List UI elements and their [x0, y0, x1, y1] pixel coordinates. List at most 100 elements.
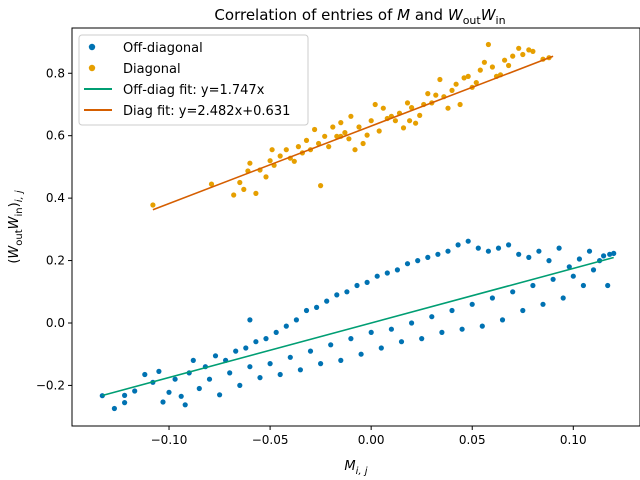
off-diagonal-point: [435, 251, 441, 257]
diagonal-point: [208, 181, 215, 187]
off-diagonal-point: [257, 375, 263, 381]
off-diagonal-point: [429, 314, 435, 320]
diagonal-point: [477, 67, 483, 73]
legend-label: Diag fit: y=2.482x+0.631: [123, 104, 290, 119]
off-diagonal-point: [499, 317, 506, 323]
off-diagonal-point: [590, 267, 597, 273]
diagonal-point: [372, 101, 378, 108]
off-diagonal-point: [439, 329, 445, 335]
off-diagonal-point: [182, 402, 188, 408]
legend-box: [78, 34, 309, 126]
diagonal-point: [400, 125, 407, 131]
off-diagonal-point: [378, 345, 384, 351]
off-diagonal-point: [277, 371, 283, 378]
off-diagonal-point: [122, 392, 128, 398]
off-diagonal-point: [237, 382, 243, 388]
diagonal-point: [481, 59, 487, 65]
chart-title: Correlation of entries of M and WoutWin: [214, 6, 505, 27]
off-diagonal-point: [495, 245, 502, 251]
x-tick-label: 0.05: [459, 433, 486, 447]
off-diagonal-point: [546, 258, 552, 264]
off-diagonal-point: [178, 393, 184, 399]
y-tick-label: 0.8: [46, 66, 65, 80]
off-diagonal-point: [111, 405, 117, 412]
legend-marker: [88, 43, 96, 51]
off-diagonal-point: [419, 336, 425, 342]
off-diagonal-point: [576, 256, 583, 262]
diagonal-point: [303, 137, 310, 143]
diagonal-point: [433, 92, 439, 98]
off-diagonal-point: [550, 276, 556, 282]
off-diagonal-point: [196, 385, 202, 392]
off-diagonal-point: [227, 370, 233, 376]
off-diagonal-point: [358, 351, 364, 357]
off-diagonal-point: [506, 242, 512, 248]
x-tick-label: 0.00: [358, 433, 385, 447]
diagonal-point: [473, 80, 479, 86]
y-tick-label: 0.2: [46, 254, 65, 268]
off-diagonal-point: [190, 357, 196, 363]
diagonal-point: [277, 153, 283, 159]
x-tick-label: −0.05: [252, 433, 289, 447]
legend-marker: [88, 64, 96, 72]
off-diagonal-point: [455, 242, 461, 248]
off-diagonal-point: [243, 345, 249, 351]
y-axis-label: (WoutWin)i, j: [7, 190, 25, 264]
off-diagonal-point: [297, 367, 303, 373]
off-diagonal-point: [247, 317, 253, 323]
off-diagonal-point: [425, 254, 431, 260]
diagonal-point: [530, 48, 536, 55]
off-diagonal-point: [166, 389, 172, 395]
diagonal-point: [506, 62, 512, 69]
off-diagonal-point: [293, 317, 299, 323]
diagonal-point: [241, 186, 247, 192]
plot-area: [71, 27, 640, 427]
diagonal-point: [150, 202, 156, 208]
x-axis-label: Mi, j: [344, 459, 367, 477]
y-tick-label: 0.0: [46, 316, 65, 330]
x-axis-ticks: −0.10 −0.05 0.00 0.05 0.10: [151, 426, 587, 447]
diagonal-point: [449, 87, 455, 93]
off-diagonal-point: [364, 279, 370, 285]
diagonal-point: [231, 192, 237, 198]
diagonal-point: [380, 105, 386, 111]
off-diagonal-point: [344, 289, 350, 295]
off-diagonal-point: [605, 282, 611, 289]
off-diagonal-point: [516, 251, 522, 257]
diagonal-point: [267, 158, 273, 164]
off-diagonal-point: [570, 273, 576, 279]
off-diagonal-point: [122, 400, 128, 406]
diagonal-point: [368, 118, 374, 124]
off-diagonal-point: [324, 298, 330, 304]
off-diagonal-point: [156, 368, 162, 374]
diagonal-point: [445, 105, 451, 111]
diagonal-point: [283, 147, 289, 153]
diagonal-point: [425, 91, 431, 97]
off-diagonal-point: [566, 264, 572, 270]
diagonal-point: [326, 144, 332, 150]
off-diagonal-point: [398, 339, 405, 345]
plot-marks: [99, 41, 617, 412]
off-diagonal-point: [132, 388, 138, 394]
off-diagonal-point: [445, 248, 451, 254]
off-diagonal-point: [601, 253, 607, 259]
diagonal-point: [348, 113, 354, 119]
diagonal-point: [485, 41, 491, 48]
off-diagonal-point: [263, 336, 269, 342]
off-diagonal-point: [338, 357, 344, 363]
diagonal-point: [295, 144, 301, 150]
off-diagonal-point: [404, 261, 411, 267]
diagonal-point: [465, 73, 471, 79]
off-diagonal-point: [388, 326, 394, 332]
off-diagonal-point: [580, 282, 587, 289]
off-diagonal-point: [556, 245, 562, 251]
y-tick-label: −0.2: [36, 378, 65, 392]
off-diagonal-point: [267, 361, 273, 367]
legend-label: Diagonal: [123, 62, 181, 77]
off-diagonal-point: [273, 329, 279, 335]
legend-items: Off-diagonal Diagonal Off-diag fit: y=1.74…: [84, 41, 290, 119]
diagonal-point: [352, 147, 358, 153]
off-diagonal-point: [172, 376, 178, 382]
diagonal-point: [312, 126, 318, 133]
off-diagonal-point: [409, 320, 415, 326]
